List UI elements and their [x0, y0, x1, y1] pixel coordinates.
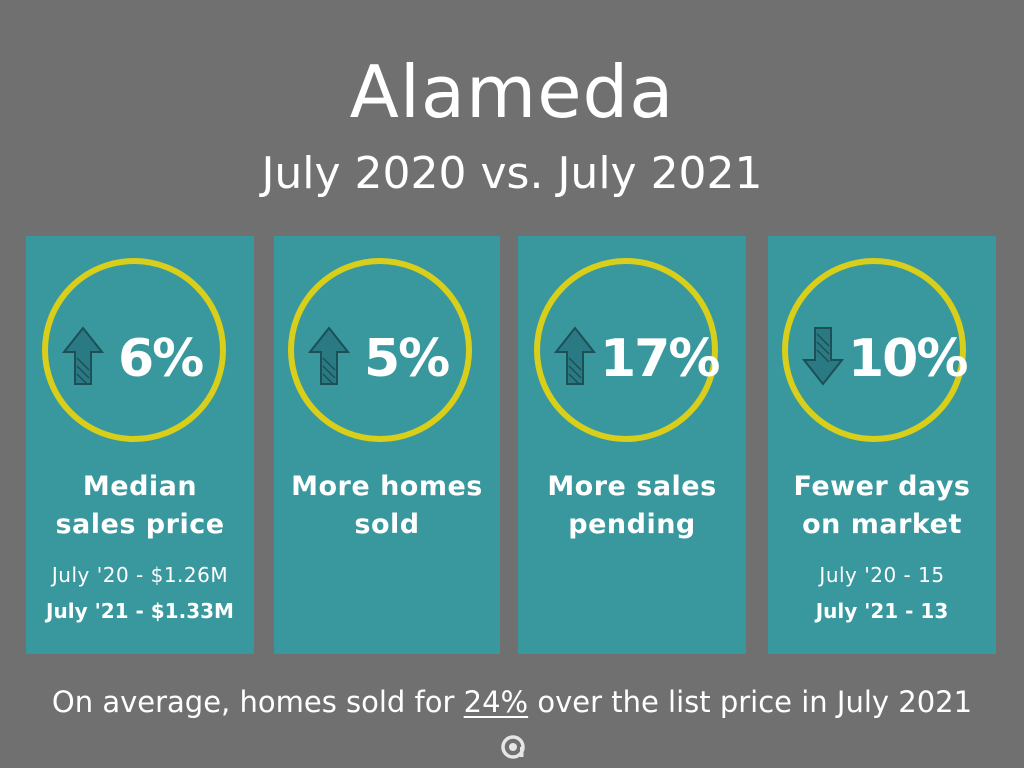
stat-label-line: pending [568, 509, 696, 540]
stat-percent: 6% [118, 329, 204, 389]
stat-current-value: July '21 - $1.33M [46, 599, 234, 623]
arrow-up-icon [62, 326, 104, 385]
stat-label-line: on market [802, 509, 962, 540]
stat-ring [782, 258, 966, 442]
stat-card-sales-pending: 17% More sales pending [518, 236, 746, 654]
arrow-down-icon [802, 327, 844, 386]
stat-card-homes-sold: 5% More homes sold [274, 236, 500, 654]
stat-percent: 17% [600, 329, 720, 389]
stat-card-days-on-market: 10% Fewer days on market July '20 - 15 J… [768, 236, 996, 654]
stat-ring [42, 258, 226, 442]
stat-ring [534, 258, 718, 442]
page-subtitle: July 2020 vs. July 2021 [261, 148, 763, 199]
footer-highlight: 24% [463, 685, 529, 719]
stat-label: More homes sold [274, 468, 500, 544]
footer-text-after: over the list price in July 2021 [528, 685, 973, 719]
stat-label: More sales pending [518, 468, 746, 544]
stat-ring [288, 258, 472, 442]
stat-percent: 10% [848, 329, 968, 389]
stat-label-line: More homes [291, 471, 483, 502]
stat-label-line: Fewer days [793, 471, 971, 502]
page-title: Alameda [349, 50, 675, 134]
stat-prior-value: July '20 - $1.26M [51, 563, 229, 587]
arrow-up-icon [554, 326, 596, 385]
stat-percent: 5% [364, 329, 450, 389]
stat-label-line: More sales [547, 471, 717, 502]
footer-text-before: On average, homes sold for [51, 685, 464, 719]
stat-current-value: July '21 - 13 [815, 599, 949, 623]
stat-label-line: sales price [55, 509, 225, 540]
stat-label: Fewer days on market [768, 468, 996, 544]
stat-label: Median sales price [26, 468, 254, 544]
stat-label-line: sold [354, 509, 420, 540]
arrow-up-icon [308, 326, 350, 385]
summary-footer: On average, homes sold for 24% over the … [0, 682, 1024, 722]
stat-label-line: Median [82, 471, 198, 502]
stat-card-median-price: 6% Median sales price July '20 - $1.26M … [26, 236, 254, 654]
brand-logo-icon [501, 735, 525, 759]
stat-prior-value: July '20 - 15 [819, 563, 945, 587]
